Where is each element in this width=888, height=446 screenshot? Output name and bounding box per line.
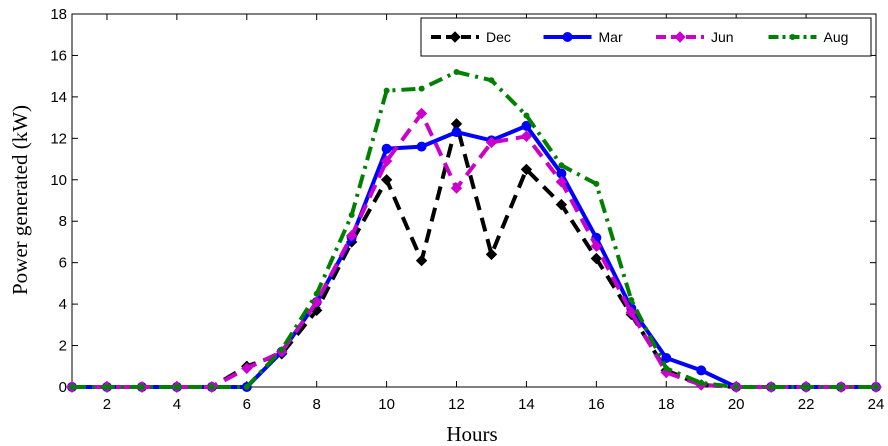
series-mar-point bbox=[451, 127, 462, 138]
legend: Dec Mar Jun Aug bbox=[420, 17, 872, 57]
y-tick-label: 14 bbox=[50, 89, 67, 106]
series-jun-point bbox=[345, 230, 358, 242]
series-jun-point bbox=[520, 130, 533, 142]
legend-label-aug: Aug bbox=[824, 29, 849, 45]
series-aug-point bbox=[768, 384, 775, 390]
series-aug-point bbox=[558, 162, 565, 169]
series-aug-point bbox=[803, 384, 810, 390]
y-tick-label: 16 bbox=[50, 47, 67, 64]
x-tick-label: 14 bbox=[518, 396, 535, 413]
series-aug-line bbox=[72, 70, 876, 389]
plot-frame bbox=[71, 13, 877, 388]
y-tick-label: 8 bbox=[59, 213, 67, 230]
series-mar-point bbox=[416, 141, 427, 152]
x-axis-label: Hours bbox=[446, 422, 497, 446]
series-dec-point bbox=[415, 254, 428, 267]
series-dec-point bbox=[520, 163, 533, 176]
series-aug-point bbox=[173, 384, 180, 390]
legend-marker-jun bbox=[674, 31, 686, 43]
series-mar-point bbox=[696, 365, 707, 376]
series-jun bbox=[66, 107, 882, 393]
y-axis-label: Power generated (kW) bbox=[8, 105, 32, 295]
series-mar bbox=[67, 120, 881, 392]
x-tick-label: 12 bbox=[448, 396, 465, 413]
series-mar-point bbox=[661, 352, 672, 363]
series-aug-point bbox=[383, 87, 390, 94]
series-aug-point bbox=[593, 180, 600, 187]
series-dec-point bbox=[485, 248, 498, 261]
series-dec-point bbox=[380, 174, 393, 186]
series-dec-line bbox=[72, 121, 876, 389]
series-aug-point bbox=[103, 384, 110, 390]
series-jun-point bbox=[555, 176, 568, 188]
legend-label-dec: Dec bbox=[486, 29, 511, 45]
y-tick-label: 18 bbox=[50, 6, 67, 23]
series-aug-point bbox=[698, 379, 705, 386]
series-aug-point bbox=[418, 85, 425, 92]
y-tick-label: 10 bbox=[50, 172, 67, 189]
series-aug-point bbox=[663, 365, 670, 372]
series-jun-line bbox=[72, 111, 876, 389]
series-jun-point bbox=[590, 240, 603, 252]
y-tick-label: 0 bbox=[59, 379, 67, 396]
series-lines bbox=[66, 69, 882, 393]
series-dec-point bbox=[555, 198, 568, 211]
x-tick-label: 18 bbox=[658, 396, 675, 413]
x-tick-label: 4 bbox=[173, 396, 181, 413]
series-dec bbox=[66, 118, 882, 393]
series-jun-point bbox=[450, 182, 463, 194]
series-aug-point bbox=[69, 384, 75, 390]
x-tick-label: 22 bbox=[798, 396, 815, 413]
x-tick-label: 16 bbox=[588, 396, 605, 413]
legend-marker-dec bbox=[449, 31, 461, 43]
x-tick-label: 20 bbox=[728, 396, 745, 413]
legend-label-jun: Jun bbox=[711, 29, 734, 45]
x-tick-label: 10 bbox=[378, 396, 395, 413]
series-aug-point bbox=[208, 384, 215, 390]
series-aug-point bbox=[873, 384, 879, 390]
series-jun-point bbox=[485, 136, 498, 149]
series-jun-point bbox=[380, 155, 393, 167]
x-tick-label: 24 bbox=[868, 396, 885, 413]
x-tick-label: 6 bbox=[243, 396, 251, 413]
series-aug-point bbox=[733, 384, 740, 390]
y-tick-label: 4 bbox=[59, 296, 67, 313]
legend-marker-mar bbox=[562, 32, 573, 42]
series-jun-point bbox=[415, 107, 428, 120]
x-tick-label: 8 bbox=[313, 396, 321, 413]
series-jun-point bbox=[310, 296, 323, 308]
legend-label-mar: Mar bbox=[599, 29, 623, 45]
series-mar-point bbox=[521, 120, 532, 131]
y-tick-label: 6 bbox=[59, 255, 67, 272]
series-dec-point bbox=[590, 252, 603, 265]
y-tick-label: 2 bbox=[59, 338, 67, 355]
series-mar-point bbox=[381, 143, 392, 154]
series-aug-point bbox=[348, 212, 355, 219]
series-aug-point bbox=[628, 296, 635, 303]
series-aug-point bbox=[243, 384, 250, 390]
legend-marker-aug bbox=[789, 34, 796, 40]
series-jun-point bbox=[241, 362, 253, 375]
x-tick-label: 2 bbox=[103, 396, 111, 413]
series-aug-point bbox=[453, 69, 460, 76]
series-aug-point bbox=[523, 112, 530, 119]
series-aug bbox=[69, 69, 879, 390]
series-aug-point bbox=[138, 384, 145, 390]
series-aug-point bbox=[278, 346, 285, 353]
series-aug-point bbox=[488, 77, 495, 84]
series-aug-point bbox=[313, 290, 320, 297]
y-tick-label: 12 bbox=[50, 130, 67, 147]
series-aug-point bbox=[838, 384, 845, 390]
